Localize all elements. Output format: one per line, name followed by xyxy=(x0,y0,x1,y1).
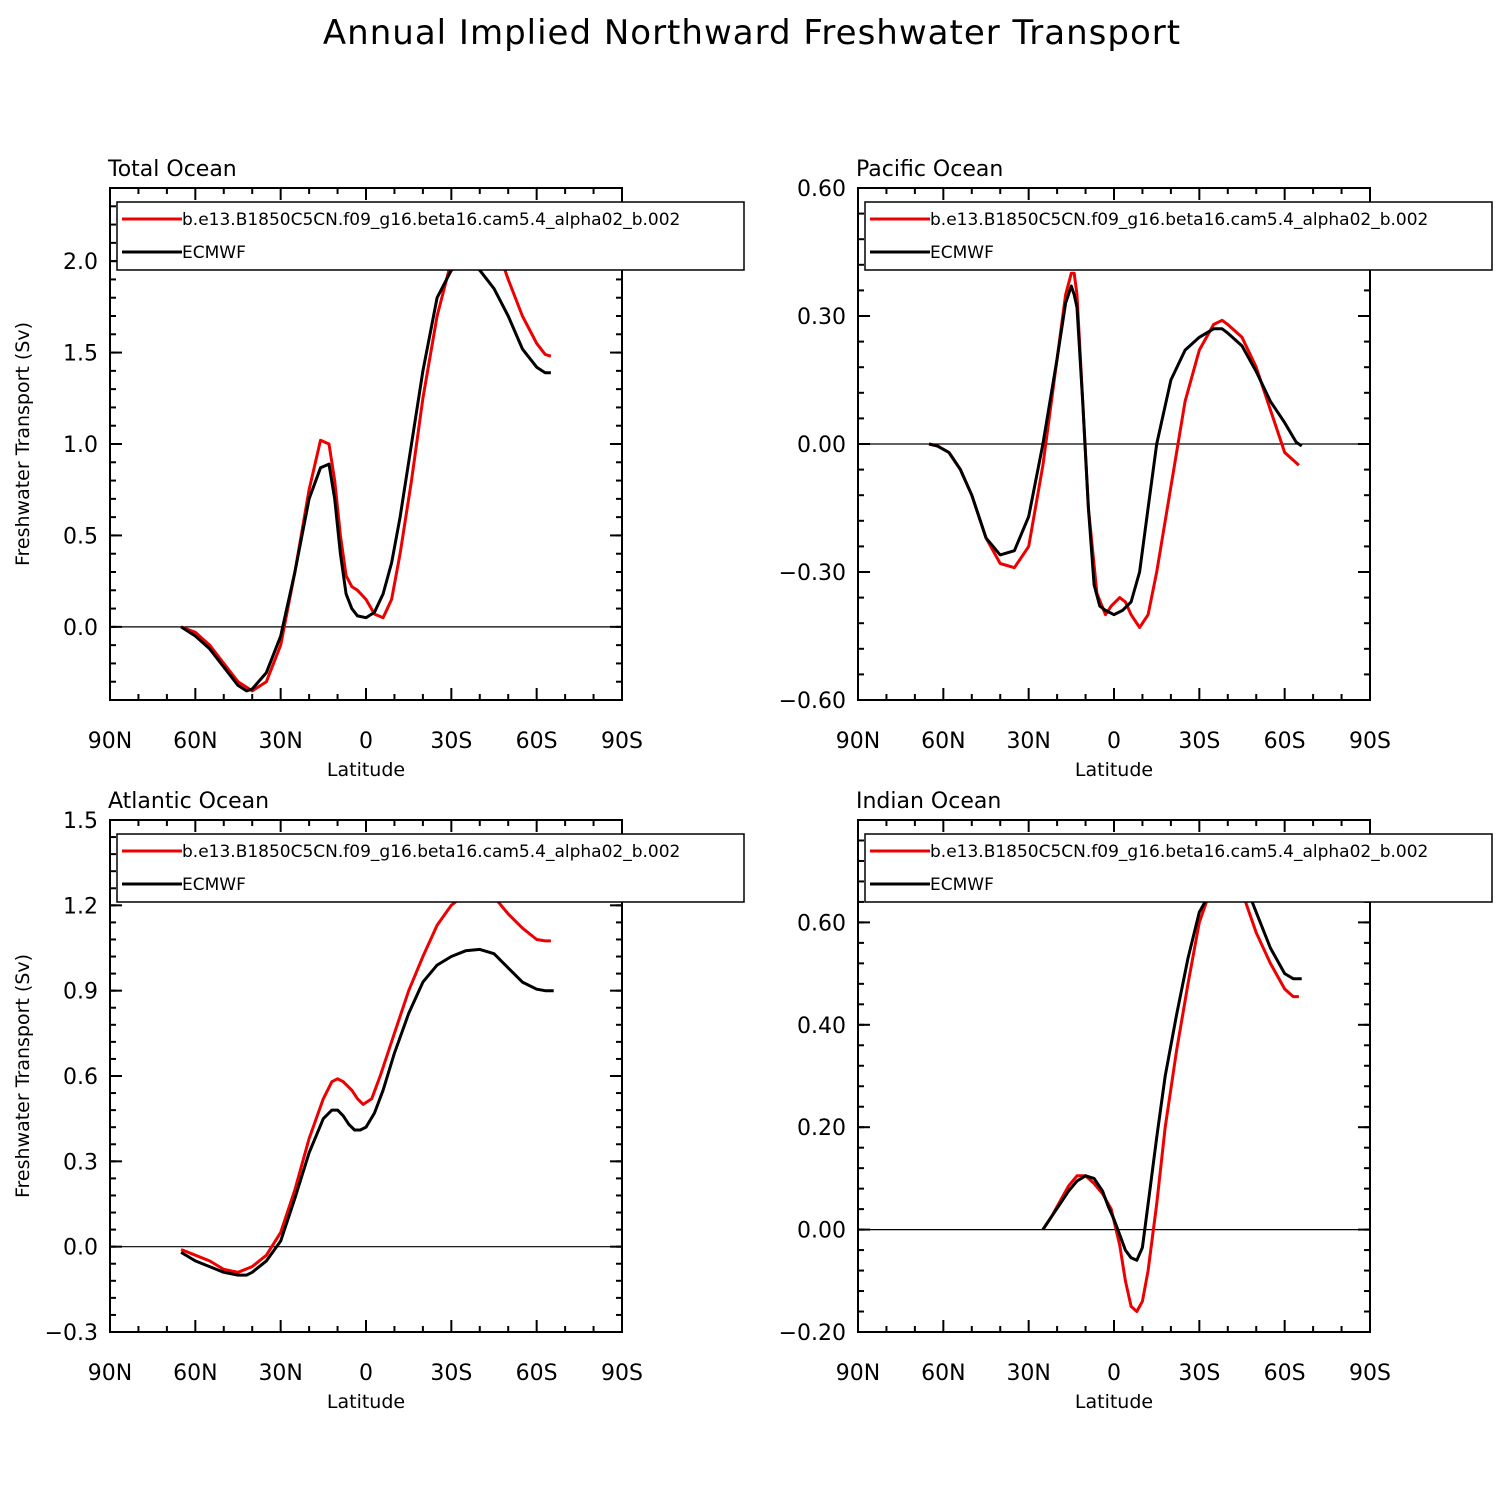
x-tick-label: 90S xyxy=(601,729,643,754)
series-line-model xyxy=(928,271,1300,629)
series-line-ecmwf xyxy=(180,259,551,693)
legend-label: ECMWF xyxy=(930,243,994,263)
legend-box xyxy=(116,201,745,271)
series-line-model xyxy=(180,213,552,693)
panels: Total Ocean 90N 60N 30N 0 30S 60S 90S 0.0 0.5 1.0 1… xyxy=(12,157,1493,1413)
x-tick-label: 90N xyxy=(836,729,880,754)
y-tick-label: 0.9 xyxy=(63,980,98,1005)
series-line-model xyxy=(1041,869,1299,1313)
legend-label: b.e13.B1850C5CN.f09_g16.beta16.cam5.4_al… xyxy=(182,210,680,230)
x-tick-label: 0 xyxy=(359,729,373,754)
x-axis-label: Latitude xyxy=(1075,1391,1153,1413)
y-tick-label: 2.0 xyxy=(63,250,98,275)
legend: b.e13.B1850C5CN.f09_g16.beta16.cam5.4_al… xyxy=(864,201,1493,271)
y-tick-label: 0.00 xyxy=(797,1219,846,1244)
x-tick-label: 60S xyxy=(1264,729,1306,754)
y-tick-label: −0.20 xyxy=(779,1321,846,1346)
legend-label: b.e13.B1850C5CN.f09_g16.beta16.cam5.4_al… xyxy=(182,842,680,862)
y-axis-label: Freshwater Transport (Sv) xyxy=(12,322,34,566)
y-axis-label: Freshwater Transport (Sv) xyxy=(12,954,34,1198)
panel-indian-ocean: Indian Ocean 90N 60N 30N 0 30S 60S 90S −0.20 0.00… xyxy=(779,789,1493,1413)
y-tick-label: 1.5 xyxy=(63,809,98,834)
y-tick-label: 0.0 xyxy=(63,616,98,641)
x-tick-label: 30S xyxy=(1178,1361,1220,1386)
x-tick-label: 30S xyxy=(430,1361,472,1386)
y-tick-label: 0.40 xyxy=(797,1014,846,1039)
y-tick-label: 1.0 xyxy=(63,433,98,458)
x-tick-label: 90N xyxy=(88,1361,132,1386)
x-tick-label: 0 xyxy=(359,1361,373,1386)
y-tick-label: 0.0 xyxy=(63,1236,98,1261)
x-tick-label: 60N xyxy=(173,729,217,754)
panel-total-ocean: Total Ocean 90N 60N 30N 0 30S 60S 90S 0.0 0.5 1.0 1… xyxy=(12,157,745,781)
x-tick-label: 90S xyxy=(1349,729,1391,754)
x-axis-label: Latitude xyxy=(327,1391,405,1413)
x-tick-label: 60S xyxy=(1264,1361,1306,1386)
legend: b.e13.B1850C5CN.f09_g16.beta16.cam5.4_al… xyxy=(116,201,745,271)
y-tick-label: −0.3 xyxy=(45,1321,98,1346)
x-tick-label: 90N xyxy=(836,1361,880,1386)
x-axis-label: Latitude xyxy=(1075,759,1153,781)
panel-title: Total Ocean xyxy=(107,157,237,182)
x-tick-label: 30N xyxy=(1006,729,1050,754)
y-tick-label: 1.2 xyxy=(63,894,98,919)
x-tick-label: 90S xyxy=(601,1361,643,1386)
series-line-ecmwf xyxy=(180,947,554,1277)
y-tick-label: 0.60 xyxy=(797,911,846,936)
panel-title: Indian Ocean xyxy=(856,789,1001,814)
x-tick-label: 0 xyxy=(1107,1361,1121,1386)
panel-pacific-ocean: Pacific Ocean 90N 60N 30N 0 30S 60S 90S −0.60 −0.… xyxy=(779,157,1493,781)
series-line-ecmwf xyxy=(1041,867,1302,1262)
x-axis-label: Latitude xyxy=(327,759,405,781)
x-tick-label: 60S xyxy=(516,729,558,754)
x-tick-label: 30S xyxy=(1178,729,1220,754)
legend-label: b.e13.B1850C5CN.f09_g16.beta16.cam5.4_al… xyxy=(930,842,1428,862)
x-tick-label: 90S xyxy=(1349,1361,1391,1386)
legend: b.e13.B1850C5CN.f09_g16.beta16.cam5.4_al… xyxy=(864,833,1493,903)
x-tick-label: 60N xyxy=(921,1361,965,1386)
y-tick-label: −0.30 xyxy=(779,561,846,586)
x-tick-label: 90N xyxy=(88,729,132,754)
legend-label: ECMWF xyxy=(930,875,994,895)
y-tick-label: 1.5 xyxy=(63,342,98,367)
y-tick-label: 0.20 xyxy=(797,1116,846,1141)
legend-label: ECMWF xyxy=(182,243,246,263)
series-line-ecmwf xyxy=(928,284,1303,617)
x-tick-label: 30N xyxy=(258,1361,302,1386)
x-tick-label: 60S xyxy=(516,1361,558,1386)
panel-title: Atlantic Ocean xyxy=(108,789,269,814)
legend-label: b.e13.B1850C5CN.f09_g16.beta16.cam5.4_al… xyxy=(930,210,1428,230)
legend-box xyxy=(864,833,1493,903)
x-tick-label: 30N xyxy=(1006,1361,1050,1386)
y-tick-label: 0.00 xyxy=(797,433,846,458)
y-tick-label: 0.5 xyxy=(63,524,98,549)
y-tick-label: −0.60 xyxy=(779,689,846,714)
y-tick-label: 0.3 xyxy=(63,1150,98,1175)
y-tick-label: 0.30 xyxy=(797,305,846,330)
legend-box xyxy=(864,201,1493,271)
x-tick-label: 30N xyxy=(258,729,302,754)
figure-title: Annual Implied Northward Freshwater Tran… xyxy=(323,13,1181,53)
y-tick-label: 0.6 xyxy=(63,1065,98,1090)
panel-atlantic-ocean: Atlantic Ocean 90N 60N 30N 0 30S 60S 90S −0.3 0.0… xyxy=(12,789,745,1413)
legend: b.e13.B1850C5CN.f09_g16.beta16.cam5.4_al… xyxy=(116,833,745,903)
series-line-model xyxy=(180,886,551,1274)
panel-title: Pacific Ocean xyxy=(856,157,1003,182)
legend-box xyxy=(116,833,745,903)
legend-label: ECMWF xyxy=(182,875,246,895)
x-tick-label: 60N xyxy=(173,1361,217,1386)
y-tick-label: 0.60 xyxy=(797,177,846,202)
x-tick-label: 0 xyxy=(1107,729,1121,754)
x-tick-label: 60N xyxy=(921,729,965,754)
x-tick-label: 30S xyxy=(430,729,472,754)
